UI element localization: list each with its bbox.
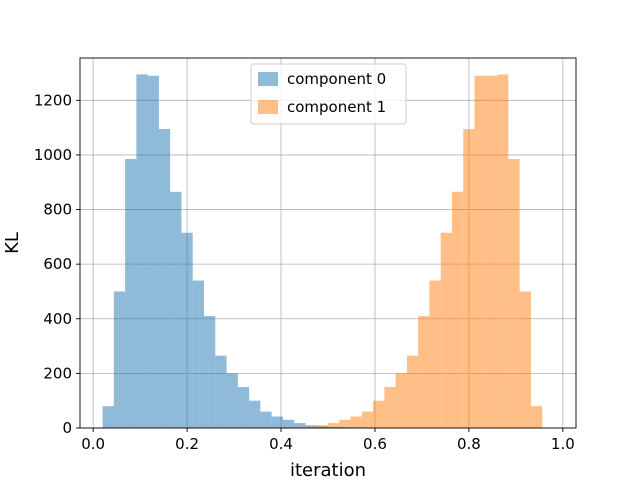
bar-component-1-6 [339,419,351,428]
legend-swatch-component-0 [258,72,278,86]
bar-component-0-10 [215,355,227,428]
bar-component-1-23 [530,406,543,428]
bar-component-0-0 [102,406,114,428]
legend: component 0 component 1 [250,63,407,125]
bar-component-1-10 [384,387,396,428]
y-tick-label-6: 1200 [34,91,72,109]
legend-frame [250,63,407,125]
legend-label-component-0: component 0 [287,70,386,88]
bar-component-0-9 [204,316,216,428]
bar-component-1-14 [429,280,441,428]
y-axis-label: KL [2,232,23,254]
bar-component-1-22 [519,291,531,428]
bar-component-1-20 [497,74,509,429]
bar-component-1-13 [418,316,430,428]
bar-component-0-7 [181,232,193,428]
y-tick-label-2: 400 [43,310,72,328]
bar-component-1-3 [305,426,317,428]
bar-component-0-5 [158,128,171,428]
y-tick-label-4: 800 [43,201,72,219]
bar-component-0-2 [125,159,137,428]
bar-component-0-3 [136,74,148,429]
bar-component-0-16 [282,419,295,428]
x-tick-label-4: 0.8 [457,435,481,453]
y-tick-label-0: 0 [62,419,72,437]
x-tick-label-5: 1.0 [551,435,575,453]
bars [102,74,543,429]
bar-component-0-1 [113,291,126,428]
y-tick-label-5: 1000 [34,146,72,164]
bar-component-1-5 [328,423,340,428]
bar-component-0-14 [260,411,272,428]
x-tick-label-0: 0.0 [81,435,105,453]
bar-component-1-16 [452,191,464,428]
bar-component-0-13 [249,400,261,428]
bar-component-1-9 [373,400,385,428]
bar-component-0-15 [271,416,283,428]
x-axis-label: iteration [290,460,366,480]
bar-component-0-11 [226,373,238,428]
legend-label-component-1: component 1 [287,98,386,116]
bar-component-1-19 [485,75,498,428]
bar-component-0-8 [192,280,204,428]
bar-component-1-17 [463,128,475,428]
bar-component-1-7 [350,416,362,428]
bar-component-1-8 [361,411,374,428]
bar-component-0-12 [237,387,250,428]
bar-component-1-12 [406,355,419,428]
bar-component-1-11 [395,373,407,428]
plot-frame [79,57,577,429]
bar-component-1-18 [474,75,486,428]
x-tick-label-3: 0.6 [363,435,387,453]
y-tick-label-3: 600 [43,255,72,273]
x-tick-label-2: 0.4 [269,435,293,453]
bar-component-0-4 [147,75,159,428]
y-tick-label-1: 200 [43,364,72,382]
bar-component-1-15 [440,232,452,428]
bar-component-0-6 [170,191,182,428]
bar-component-1-21 [508,159,520,428]
bar-component-1-4 [316,425,328,428]
legend-swatch-component-1 [258,100,278,114]
x-tick-label-1: 0.2 [175,435,199,453]
axis-ticks: 0.0 0.2 0.4 0.6 0.8 1.0 0 200 400 600 800 1000 1200 [34,91,575,453]
bar-component-0-17 [294,423,306,428]
